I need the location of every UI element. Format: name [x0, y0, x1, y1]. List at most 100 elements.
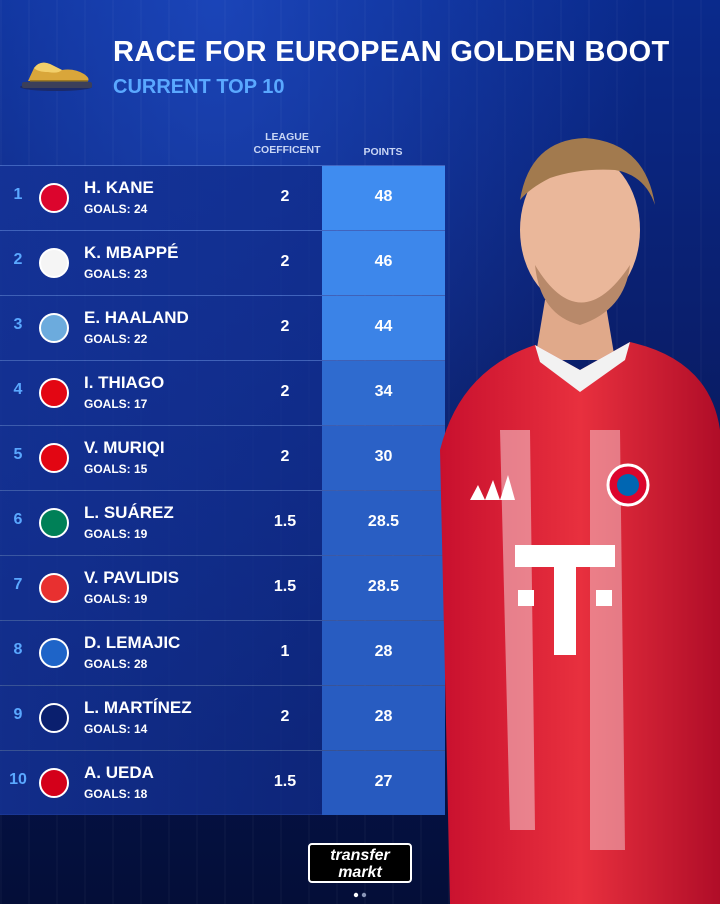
points-cell: 48 — [322, 166, 445, 230]
rank-number: 9 — [13, 706, 23, 723]
column-header-coefficient: LEAGUE COEFFICENT — [253, 131, 321, 156]
rank-number: 3 — [13, 316, 23, 333]
points-cell: 28.5 — [322, 556, 445, 620]
rank-number: 7 — [13, 576, 23, 593]
page-subtitle: CURRENT TOP 10 — [113, 76, 285, 98]
table-row: 6 L. SUÁREZ GOALS: 19 1.5 28.5 — [0, 490, 445, 555]
league-coefficient: 1.5 — [273, 513, 297, 530]
points-value: 48 — [374, 188, 393, 205]
player-name: L. SUÁREZ — [84, 503, 174, 522]
table-row: 3 E. HAALAND GOALS: 22 2 44 — [0, 295, 445, 360]
man-city-badge-icon — [39, 313, 69, 343]
goals-count: GOALS: 24 — [84, 202, 148, 216]
points-value: 46 — [374, 253, 393, 270]
points-cell: 46 — [322, 231, 445, 295]
points-cell: 28.5 — [322, 491, 445, 555]
league-coefficient: 2 — [280, 318, 290, 335]
player-cell: 8 D. LEMAJIC GOALS: 28 1 — [0, 621, 322, 685]
goals-count: GOALS: 19 — [84, 527, 148, 541]
points-cell: 27 — [322, 751, 445, 815]
points-value: 28.5 — [367, 513, 400, 530]
player-name: I. THIAGO — [84, 373, 165, 392]
rank-number: 2 — [13, 251, 23, 268]
player-cell: 6 L. SUÁREZ GOALS: 19 1.5 — [0, 491, 322, 555]
sporting-badge-icon — [39, 508, 69, 538]
player-name: L. MARTÍNEZ — [84, 698, 192, 717]
page-title: RACE FOR EUROPEAN GOLDEN BOOT — [113, 36, 670, 68]
league-coefficient: 1.5 — [273, 773, 297, 790]
carousel-dots[interactable] — [352, 892, 372, 898]
player-name: E. HAALAND — [84, 308, 189, 327]
player-name: D. LEMAJIC — [84, 633, 181, 652]
points-value: 28 — [374, 643, 393, 660]
brentford-badge-icon — [39, 378, 69, 408]
points-cell: 30 — [322, 426, 445, 490]
player-cell: 5 V. MURIQI GOALS: 15 2 — [0, 426, 322, 490]
table-row: 10 A. UEDA GOALS: 18 1.5 27 — [0, 750, 445, 815]
player-name: V. PAVLIDIS — [84, 568, 180, 587]
player-cell: 9 L. MARTÍNEZ GOALS: 14 2 — [0, 686, 322, 750]
league-coefficient: 2 — [280, 383, 290, 400]
rank-number: 4 — [13, 381, 23, 398]
player-photo — [440, 138, 720, 904]
player-name: A. UEDA — [84, 763, 154, 782]
inter-badge-icon — [39, 703, 69, 733]
rank-number: 10 — [9, 771, 27, 788]
points-cell: 44 — [322, 296, 445, 360]
rank-number: 5 — [13, 446, 23, 463]
transfermarkt-logo: transfer markt — [308, 843, 412, 883]
points-value: 44 — [374, 318, 393, 335]
goals-count: GOALS: 22 — [84, 332, 148, 346]
table-row: 4 I. THIAGO GOALS: 17 2 34 — [0, 360, 445, 425]
ranking-table: 1 H. KANE GOALS: 24 2 48 2 K. MBAPPÉ GOALS: 23 2… — [0, 165, 445, 815]
goals-count: GOALS: 28 — [84, 657, 148, 671]
points-value: 28.5 — [367, 578, 400, 595]
logo-line-2: markt — [338, 864, 382, 881]
mallorca-badge-icon — [39, 443, 69, 473]
table-row: 9 L. MARTÍNEZ GOALS: 14 2 28 — [0, 685, 445, 750]
table-row: 1 H. KANE GOALS: 24 2 48 — [0, 165, 445, 230]
player-cell: 1 H. KANE GOALS: 24 2 — [0, 166, 322, 230]
points-cell: 28 — [322, 621, 445, 685]
benfica-badge-icon — [39, 573, 69, 603]
player-cell: 10 A. UEDA GOALS: 18 1.5 — [0, 751, 322, 815]
header: RACE FOR EUROPEAN GOLDEN BOOT CURRENT TO… — [18, 34, 708, 104]
points-cell: 28 — [322, 686, 445, 750]
table-row: 5 V. MURIQI GOALS: 15 2 30 — [0, 425, 445, 490]
goals-count: GOALS: 14 — [84, 722, 148, 736]
player-cell: 3 E. HAALAND GOALS: 22 2 — [0, 296, 322, 360]
feyenoord-badge-icon — [39, 768, 69, 798]
league-coefficient: 1 — [280, 643, 290, 660]
rank-number: 1 — [13, 186, 23, 203]
points-value: 27 — [374, 773, 393, 790]
player-cell: 2 K. MBAPPÉ GOALS: 23 2 — [0, 231, 322, 295]
rank-number: 6 — [13, 511, 23, 528]
golden-boot-icon — [20, 62, 92, 91]
goals-count: GOALS: 18 — [84, 787, 148, 801]
points-value: 28 — [374, 708, 393, 725]
riga-badge-icon — [39, 638, 69, 668]
table-row: 2 K. MBAPPÉ GOALS: 23 2 46 — [0, 230, 445, 295]
league-coefficient: 2 — [280, 253, 290, 270]
league-coefficient: 2 — [280, 448, 290, 465]
player-name: V. MURIQI — [84, 438, 165, 457]
player-cell: 4 I. THIAGO GOALS: 17 2 — [0, 361, 322, 425]
player-name: H. KANE — [84, 178, 154, 197]
table-row: 7 V. PAVLIDIS GOALS: 19 1.5 28.5 — [0, 555, 445, 620]
player-cell: 7 V. PAVLIDIS GOALS: 19 1.5 — [0, 556, 322, 620]
points-cell: 34 — [322, 361, 445, 425]
real-madrid-badge-icon — [39, 248, 69, 278]
league-coefficient: 2 — [280, 188, 290, 205]
points-value: 30 — [374, 448, 393, 465]
player-name: K. MBAPPÉ — [84, 243, 179, 262]
goals-count: GOALS: 23 — [84, 267, 148, 281]
goals-count: GOALS: 15 — [84, 462, 148, 476]
table-row: 8 D. LEMAJIC GOALS: 28 1 28 — [0, 620, 445, 685]
points-value: 34 — [374, 383, 393, 400]
league-coefficient: 1.5 — [273, 578, 297, 595]
goals-count: GOALS: 17 — [84, 397, 148, 411]
rank-number: 8 — [13, 641, 23, 658]
goals-count: GOALS: 19 — [84, 592, 148, 606]
column-header-points: POINTS — [363, 146, 403, 158]
logo-line-1: transfer — [330, 847, 390, 864]
